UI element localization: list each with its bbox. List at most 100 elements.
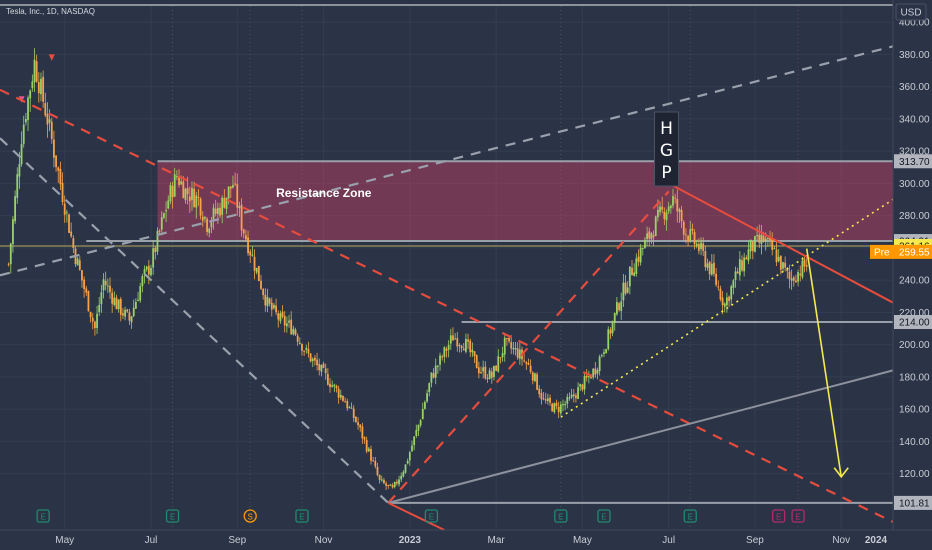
price-tag[interactable]	[894, 315, 932, 330]
candle-body	[374, 460, 377, 467]
candle-body	[726, 297, 728, 306]
candle-body	[773, 248, 776, 250]
candle-body	[469, 340, 472, 353]
price-tag[interactable]	[894, 495, 932, 510]
candle-body	[78, 260, 81, 270]
candle-body	[706, 263, 709, 268]
candle-body	[674, 197, 677, 199]
earnings-event-icon[interactable]	[295, 509, 309, 523]
candle-body	[570, 394, 573, 398]
candle-body	[788, 271, 791, 280]
earnings-event-icon[interactable]	[554, 509, 568, 523]
trendline-dashed[interactable]	[0, 88, 894, 523]
trendline-solid[interactable]	[388, 369, 894, 504]
candle-body	[536, 374, 538, 390]
candle-body	[221, 197, 224, 215]
candle-body	[439, 355, 441, 365]
candle-body	[65, 212, 68, 214]
event-marker-label: E	[40, 513, 45, 522]
candle-body	[575, 395, 577, 399]
candle-body	[76, 258, 79, 266]
price-tag[interactable]	[894, 154, 932, 169]
candle-body	[751, 241, 754, 252]
trendline-dotted[interactable]	[560, 198, 894, 418]
candle-body	[270, 302, 273, 310]
candle-body	[622, 282, 625, 301]
candle-body	[24, 119, 27, 123]
candle-body	[314, 357, 316, 361]
candle-body	[562, 404, 564, 406]
candle-body	[152, 248, 155, 268]
candle-body	[741, 260, 743, 271]
time-tick-label: 2024	[865, 535, 888, 546]
trendline-solid[interactable]	[668, 182, 894, 304]
event-marker-label: E	[776, 513, 781, 522]
candle-body	[12, 219, 14, 244]
resistance-zone[interactable]	[157, 161, 893, 242]
candle-body	[669, 205, 672, 209]
candle-body	[490, 371, 493, 378]
candle-body	[339, 394, 342, 398]
candle-body	[337, 388, 340, 398]
candle-body	[199, 198, 202, 216]
earnings-event-icon[interactable]	[791, 509, 805, 523]
time-tick-label: Jul	[145, 535, 158, 546]
candle-body	[324, 368, 327, 374]
split-event-icon[interactable]	[243, 509, 257, 523]
trendline-solid[interactable]	[387, 501, 445, 531]
trendline-dashed[interactable]	[387, 190, 670, 504]
candle-body	[134, 301, 137, 309]
candle-body	[376, 466, 379, 476]
candle-body	[348, 407, 351, 409]
trendline-dashed[interactable]	[0, 45, 894, 277]
candle-body	[510, 342, 513, 349]
earnings-event-icon[interactable]	[165, 509, 180, 523]
candle-body	[98, 304, 101, 313]
candle-body	[268, 298, 271, 304]
event-marker-label: E	[299, 513, 304, 522]
high-marker	[48, 54, 55, 61]
candle-body	[204, 217, 206, 219]
candle-body	[434, 365, 437, 378]
candle-body	[292, 328, 295, 335]
currency-badge[interactable]	[895, 3, 927, 21]
candle-body	[279, 313, 282, 322]
candle-body	[331, 385, 334, 387]
earnings-event-icon[interactable]	[683, 509, 697, 523]
candle-body	[191, 188, 193, 201]
candle-body	[559, 404, 562, 414]
candle-body	[568, 397, 571, 399]
candle-body	[309, 353, 312, 362]
candle-body	[89, 311, 92, 318]
candle-body	[555, 402, 558, 406]
candle-body	[745, 257, 748, 260]
earnings-event-icon[interactable]	[424, 509, 439, 523]
price-axis-panel[interactable]	[893, 0, 932, 550]
time-axis-ticks: May Jul Sep Nov 2023 Mar May Jul Sep Nov 2024	[55, 535, 887, 546]
trendlines-layer	[0, 45, 894, 531]
candle-body	[150, 268, 152, 276]
candle-body	[654, 216, 657, 236]
projection-arrow-head	[833, 467, 849, 479]
candle-body	[784, 262, 787, 268]
candle-body	[581, 384, 584, 390]
candle-body	[516, 348, 519, 358]
candle-body	[762, 236, 765, 242]
projection-arrow-line[interactable]	[805, 248, 843, 477]
candle-body	[689, 229, 692, 241]
candle-body	[782, 262, 784, 269]
candle-body	[132, 307, 135, 317]
candle-body	[320, 365, 323, 372]
earnings-event-icon[interactable]	[36, 509, 50, 523]
candle-body	[754, 236, 756, 252]
candle-body	[219, 207, 221, 216]
event-marker-label: E	[170, 513, 175, 522]
candle-body	[432, 373, 435, 378]
pre-market-tag[interactable]	[870, 244, 932, 259]
candle-body	[527, 363, 530, 365]
candle-body	[493, 366, 495, 378]
candle-body	[70, 231, 73, 237]
earnings-event-icon[interactable]	[772, 509, 786, 523]
earnings-event-icon[interactable]	[597, 509, 611, 523]
